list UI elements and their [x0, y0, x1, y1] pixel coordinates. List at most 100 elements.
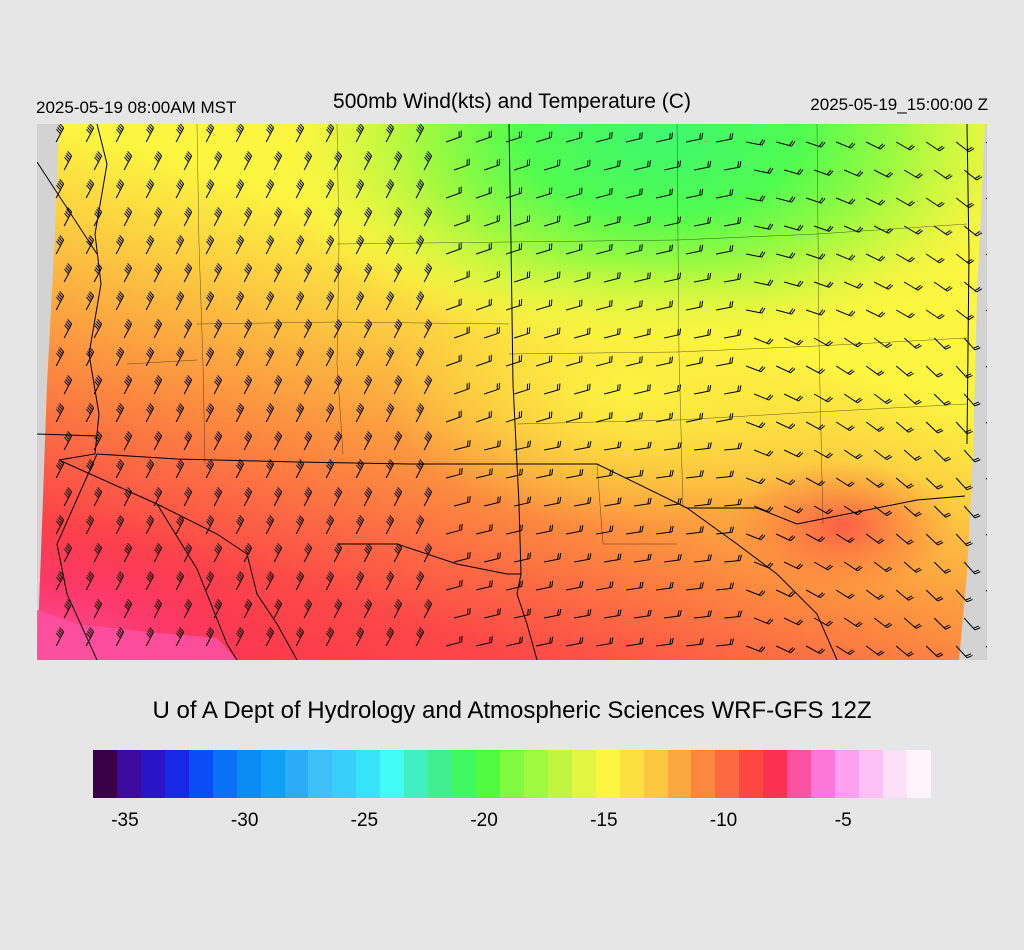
- wind-barb: [115, 627, 125, 647]
- wind-barb: [566, 299, 583, 311]
- wind-barb: [783, 393, 804, 402]
- wind-barb: [484, 440, 501, 451]
- wind-barb: [303, 319, 313, 339]
- wind-barb: [483, 158, 500, 171]
- wind-barb: [93, 263, 103, 283]
- wind-barb: [865, 533, 885, 544]
- wind-barb: [865, 253, 886, 262]
- wind-barb: [955, 421, 973, 435]
- wind-barb: [925, 589, 944, 602]
- wind-barb: [903, 337, 922, 349]
- wind-barb: [93, 151, 103, 171]
- wind-barb: [415, 291, 425, 311]
- colorbar-swatch: [787, 750, 812, 798]
- wind-barb: [604, 215, 621, 227]
- wind-barb: [753, 505, 774, 513]
- wind-barb: [243, 375, 253, 395]
- wind-barb: [933, 225, 953, 236]
- wind-barb: [265, 403, 275, 423]
- wind-barb: [145, 571, 155, 591]
- wind-barb: [925, 421, 944, 434]
- wind-barb: [205, 347, 215, 367]
- wind-barb: [985, 533, 987, 536]
- wind-barb: [363, 263, 373, 283]
- wind-barb: [694, 216, 712, 227]
- wind-barb: [626, 244, 643, 255]
- wind-barb: [355, 235, 365, 255]
- wind-barb: [835, 589, 855, 599]
- wind-barb: [724, 329, 742, 339]
- wind-barb: [273, 319, 283, 339]
- wind-barb: [835, 645, 855, 655]
- wind-barb: [634, 609, 652, 619]
- wind-barb: [85, 627, 95, 647]
- wind-barb: [415, 403, 425, 423]
- wind-barb: [724, 554, 743, 563]
- wind-barb: [325, 403, 335, 423]
- wind-barb: [724, 273, 742, 283]
- colorbar-swatch: [116, 750, 141, 798]
- colorbar-swatch: [236, 750, 261, 798]
- wind-barb: [873, 337, 893, 349]
- wind-barb: [385, 235, 395, 255]
- wind-barb: [63, 375, 73, 395]
- wind-barb: [933, 505, 952, 518]
- wind-barb: [325, 347, 335, 367]
- wind-barb: [363, 543, 373, 563]
- wind-barb: [265, 291, 275, 311]
- wind-barb: [385, 124, 395, 143]
- wind-barb: [393, 543, 403, 563]
- wind-barb: [604, 441, 622, 451]
- colorbar-swatch: [811, 750, 836, 798]
- colorbar-swatch: [284, 750, 309, 798]
- wind-barb: [115, 291, 125, 311]
- wind-barb: [963, 281, 983, 293]
- wind-barb: [333, 207, 343, 227]
- wind-barb: [985, 589, 987, 592]
- colorbar-swatch: [523, 750, 548, 798]
- wind-barb: [385, 515, 395, 535]
- colorbar-swatch: [93, 750, 117, 798]
- wind-barb: [235, 515, 245, 535]
- wind-barb: [505, 131, 523, 143]
- wind-barb: [753, 337, 774, 345]
- wind-barb: [955, 533, 973, 547]
- wind-barb: [325, 291, 335, 311]
- wind-barb: [716, 357, 734, 367]
- wind-barb: [355, 179, 365, 199]
- wind-barb: [694, 328, 712, 339]
- wind-barb: [55, 347, 65, 367]
- colorbar-swatch: [835, 750, 859, 798]
- wind-barb: [303, 431, 313, 451]
- wind-barb: [145, 235, 155, 255]
- wind-barb: [694, 498, 712, 507]
- wind-barb: [153, 151, 163, 171]
- wind-barb: [596, 299, 613, 311]
- wind-barb: [355, 291, 365, 311]
- wind-barb: [805, 141, 826, 148]
- wind-barb: [686, 300, 704, 311]
- wind-barb: [574, 327, 591, 339]
- wind-barb: [506, 468, 524, 479]
- wind-barb: [536, 636, 554, 647]
- wind-barb: [835, 141, 856, 149]
- wind-barb: [385, 179, 395, 199]
- wind-barb: [235, 291, 245, 311]
- temperature-field: [37, 124, 985, 660]
- wind-barb: [724, 610, 743, 619]
- wind-barb: [835, 477, 855, 487]
- wind-barb: [596, 187, 613, 199]
- wind-barb: [475, 130, 492, 143]
- wind-barb: [423, 487, 433, 507]
- wind-barb: [775, 421, 796, 430]
- wind-barb: [664, 553, 682, 563]
- wind-barb: [363, 375, 373, 395]
- wind-barb: [535, 187, 553, 199]
- wind-barb: [955, 365, 973, 379]
- wind-barb: [243, 151, 253, 171]
- wind-barb: [153, 375, 163, 395]
- wind-barb: [686, 582, 704, 591]
- wind-barb: [925, 365, 944, 378]
- wind-barb: [93, 319, 103, 339]
- wind-barb: [363, 599, 373, 619]
